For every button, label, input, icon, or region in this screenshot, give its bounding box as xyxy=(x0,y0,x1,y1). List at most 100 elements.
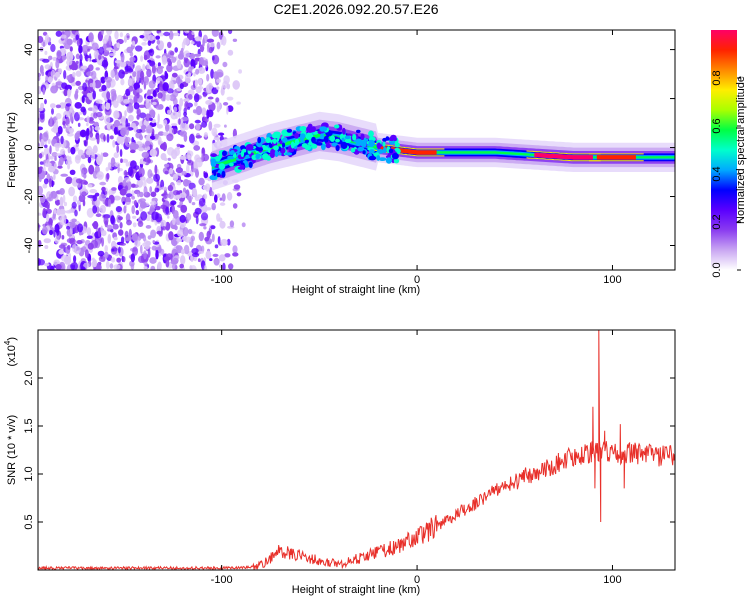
noise-blob xyxy=(79,65,87,73)
noise-blob xyxy=(120,78,125,86)
noise-blob xyxy=(193,93,200,103)
noise-blob xyxy=(226,96,234,101)
noise-blob xyxy=(140,55,144,62)
noise-blob xyxy=(109,135,114,140)
noise-blob xyxy=(197,67,206,74)
noise-blob xyxy=(195,105,203,116)
trace-blob xyxy=(218,163,226,170)
noise-blob xyxy=(57,125,63,135)
noise-blob xyxy=(136,108,141,116)
chart-title: C2E1.2026.092.20.57.E26 xyxy=(273,1,438,17)
noise-blob xyxy=(210,68,215,79)
noise-blob xyxy=(190,41,195,45)
noise-blob xyxy=(87,87,94,91)
noise-blob xyxy=(91,232,95,243)
noise-blob xyxy=(60,254,69,262)
noise-blob xyxy=(216,193,221,199)
noise-blob xyxy=(136,129,143,133)
noise-blob xyxy=(108,53,116,57)
noise-blob xyxy=(197,78,203,85)
noise-blob xyxy=(123,205,127,214)
noise-blob xyxy=(183,58,191,68)
noise-blob xyxy=(38,107,44,112)
y-tick-label: 20 xyxy=(23,92,35,104)
trace-blob xyxy=(369,149,375,154)
noise-blob xyxy=(146,62,150,70)
noise-blob xyxy=(72,195,78,203)
noise-blob xyxy=(113,119,121,128)
trace-blob xyxy=(340,141,348,150)
noise-blob xyxy=(222,262,226,270)
noise-blob xyxy=(127,122,131,127)
trace-blob xyxy=(316,142,323,146)
noise-blob xyxy=(92,259,97,268)
noise-blob xyxy=(132,215,137,219)
noise-blob xyxy=(43,262,50,267)
noise-blob xyxy=(195,158,203,168)
noise-blob xyxy=(183,50,190,58)
noise-blob xyxy=(71,82,77,87)
noise-blob xyxy=(78,44,83,54)
noise-blob xyxy=(125,160,129,167)
noise-blob xyxy=(71,262,78,270)
noise-blob xyxy=(126,105,134,114)
noise-blob xyxy=(39,194,46,204)
noise-blob xyxy=(67,245,71,250)
trace-blob xyxy=(306,127,313,131)
noise-blob xyxy=(44,144,48,149)
noise-blob xyxy=(120,52,125,63)
noise-blob xyxy=(112,223,119,230)
trace-blob xyxy=(344,138,352,144)
noise-blob xyxy=(66,59,73,66)
trace-blob xyxy=(360,133,365,141)
noise-blob xyxy=(51,108,54,115)
noise-blob xyxy=(110,157,116,168)
noise-blob xyxy=(48,55,53,61)
noise-blob xyxy=(207,82,213,92)
noise-blob xyxy=(73,63,78,71)
noise-blob xyxy=(140,70,145,80)
noise-blob xyxy=(60,34,67,39)
noise-blob xyxy=(132,246,139,256)
noise-blob xyxy=(111,248,115,252)
trace-blob xyxy=(281,142,286,148)
noise-blob xyxy=(232,203,238,209)
noise-blob xyxy=(129,56,136,62)
noise-blob xyxy=(136,88,143,94)
noise-blob xyxy=(163,31,171,37)
noise-blob xyxy=(54,155,57,162)
noise-blob xyxy=(107,234,112,244)
noise-blob xyxy=(75,80,81,86)
noise-blob xyxy=(94,79,102,89)
noise-blob xyxy=(223,102,229,106)
noise-blob xyxy=(67,146,71,154)
noise-blob xyxy=(197,258,201,263)
noise-blob xyxy=(156,230,162,235)
noise-blob xyxy=(87,48,91,52)
noise-blob xyxy=(203,226,207,230)
noise-blob xyxy=(119,188,127,196)
noise-blob xyxy=(82,82,87,92)
noise-blob xyxy=(42,87,46,95)
noise-blob xyxy=(232,80,240,90)
noise-blob xyxy=(152,101,157,105)
noise-blob xyxy=(172,128,178,135)
trace-blob xyxy=(248,161,253,168)
noise-blob xyxy=(63,201,68,207)
noise-blob xyxy=(223,75,230,85)
noise-blob xyxy=(114,71,120,81)
noise-blob xyxy=(214,194,218,203)
noise-blob xyxy=(157,92,163,99)
noise-blob xyxy=(58,68,63,74)
noise-blob xyxy=(139,201,147,209)
noise-blob xyxy=(82,108,87,116)
noise-blob xyxy=(174,225,178,231)
noise-blob xyxy=(113,264,121,270)
noise-blob xyxy=(143,266,148,270)
noise-blob xyxy=(152,89,157,98)
noise-blob xyxy=(167,57,171,63)
noise-blob xyxy=(126,68,134,73)
noise-blob xyxy=(38,86,42,95)
noise-blob xyxy=(236,101,241,105)
x-tick-label: -100 xyxy=(211,274,233,286)
